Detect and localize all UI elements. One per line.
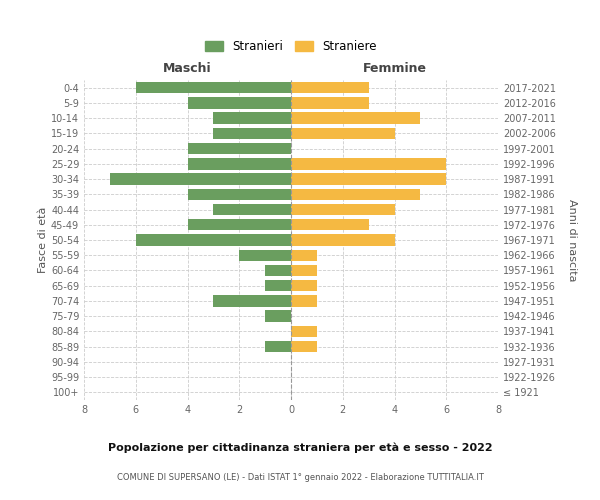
Bar [291, 188, 421, 200]
Bar [136, 82, 291, 94]
Bar [214, 128, 291, 139]
Bar [265, 341, 291, 352]
Bar [291, 97, 368, 108]
Bar [291, 204, 395, 215]
Y-axis label: Fasce di età: Fasce di età [38, 207, 48, 273]
Bar [265, 280, 291, 291]
Bar [291, 326, 317, 337]
Bar [291, 265, 317, 276]
Bar [110, 174, 291, 185]
Bar [187, 143, 291, 154]
Legend: Stranieri, Straniere: Stranieri, Straniere [200, 35, 382, 58]
Bar [291, 128, 395, 139]
Bar [291, 234, 395, 246]
Bar [187, 219, 291, 230]
Bar [265, 265, 291, 276]
Bar [187, 97, 291, 108]
Text: Femmine: Femmine [362, 62, 427, 76]
Bar [187, 188, 291, 200]
Bar [291, 82, 368, 94]
Y-axis label: Anni di nascita: Anni di nascita [567, 198, 577, 281]
Bar [291, 341, 317, 352]
Bar [291, 158, 446, 170]
Bar [214, 295, 291, 306]
Bar [291, 295, 317, 306]
Bar [291, 219, 368, 230]
Bar [136, 234, 291, 246]
Bar [291, 280, 317, 291]
Bar [291, 112, 421, 124]
Text: Maschi: Maschi [163, 62, 212, 76]
Bar [265, 310, 291, 322]
Bar [214, 204, 291, 215]
Bar [291, 174, 446, 185]
Text: COMUNE DI SUPERSANO (LE) - Dati ISTAT 1° gennaio 2022 - Elaborazione TUTTITALIA.: COMUNE DI SUPERSANO (LE) - Dati ISTAT 1°… [116, 472, 484, 482]
Bar [187, 158, 291, 170]
Bar [214, 112, 291, 124]
Text: Popolazione per cittadinanza straniera per età e sesso - 2022: Popolazione per cittadinanza straniera p… [107, 442, 493, 453]
Bar [291, 250, 317, 261]
Bar [239, 250, 291, 261]
